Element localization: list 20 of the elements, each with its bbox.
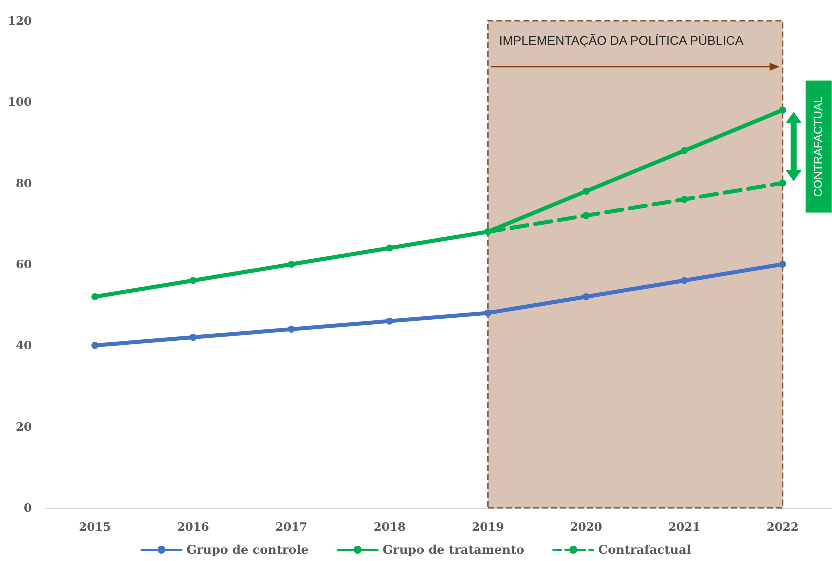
legend-label: Contrafactual — [598, 543, 692, 557]
x-tick-label: 2015 — [79, 520, 112, 534]
y-tick-label: 80 — [16, 176, 32, 190]
band-label: IMPLEMENTAÇÃO DA POLÍTICA PÚBLICA — [499, 34, 744, 48]
x-tick-label: 2018 — [374, 520, 406, 534]
x-tick-label: 2016 — [177, 520, 210, 534]
y-tick-label: 20 — [16, 420, 32, 434]
y-tick-label: 0 — [24, 501, 32, 515]
y-tick-label: 120 — [8, 14, 32, 28]
legend-label: Grupo de tratamento — [382, 543, 525, 557]
y-tick-label: 40 — [16, 338, 32, 353]
annotation: CONTRAFACTUAL — [812, 96, 826, 197]
x-tick-label: 2021 — [668, 520, 701, 534]
legend-label: Grupo de controle — [186, 543, 310, 557]
x-tick-label: 2020 — [570, 520, 602, 534]
y-tick-label: 100 — [8, 95, 32, 110]
x-tick-label: 2022 — [766, 520, 799, 534]
y-tick-label: 60 — [16, 258, 32, 272]
x-tick-label: 2017 — [276, 520, 308, 534]
x-tick-label: 2019 — [472, 520, 504, 534]
